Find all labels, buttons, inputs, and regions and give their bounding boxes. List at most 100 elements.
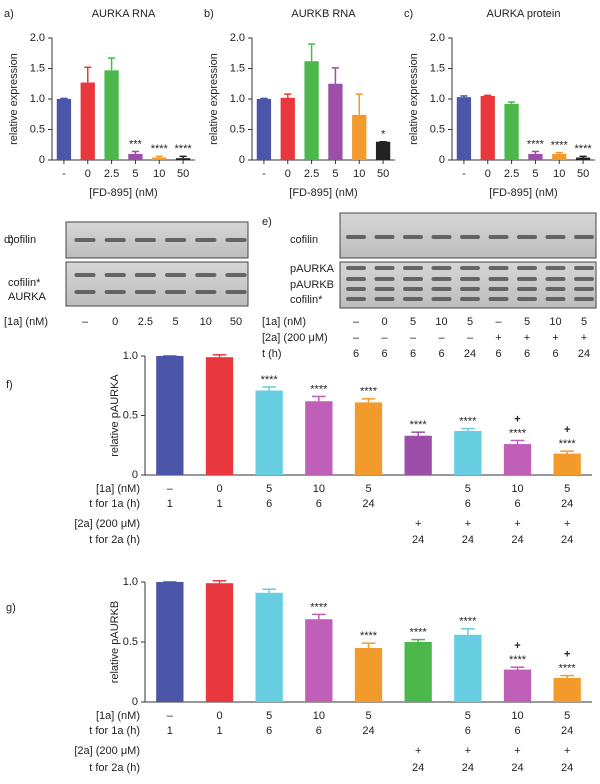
condition-value: 5 (564, 710, 570, 722)
condition-value: 24 (412, 762, 424, 774)
band (574, 297, 594, 301)
significance: **** (410, 627, 428, 639)
condition-value: 1 (167, 498, 173, 510)
significance-plus: + (564, 649, 570, 661)
band (104, 290, 126, 294)
x-tick-label: - (462, 168, 466, 180)
bar (404, 435, 432, 475)
band-label: cofilin (8, 234, 36, 246)
y-axis-label: relative pAURKA (109, 374, 121, 457)
condition-value: 24 (462, 762, 474, 774)
x-tick-label: 2.5 (504, 168, 519, 180)
band (195, 290, 217, 294)
condition-value: – (438, 332, 445, 344)
condition-value: 6 (266, 498, 272, 510)
y-tick-label: 0 (132, 469, 138, 481)
band-label: AURKA (8, 291, 47, 303)
band (545, 297, 566, 301)
band-label: pAURKB (290, 279, 334, 291)
bar (305, 619, 333, 702)
condition-value: 5 (365, 483, 371, 495)
condition-value: 5 (365, 710, 371, 722)
significance: **** (310, 601, 328, 613)
condition-value: 5 (173, 316, 179, 328)
band (574, 266, 594, 270)
y-tick-label: 0.5 (430, 123, 445, 135)
condition-value: 0 (381, 316, 387, 328)
y-tick-label: 1.5 (430, 62, 445, 74)
bar (175, 158, 191, 160)
condition-label: [1a] (nM) (262, 316, 306, 328)
condition-value: 5 (581, 316, 587, 328)
significance: **** (410, 419, 428, 431)
band (346, 277, 366, 281)
y-tick-label: 0.5 (230, 123, 245, 135)
significance: **** (459, 415, 477, 427)
band (431, 266, 452, 270)
x-tick-label: - (62, 168, 66, 180)
band (225, 273, 247, 277)
condition-value: 10 (313, 483, 325, 495)
condition-value: 6 (316, 725, 322, 737)
band (545, 235, 566, 239)
band (517, 266, 537, 270)
x-tick-label: 10 (553, 168, 565, 180)
condition-value: 6 (381, 348, 387, 360)
condition-value: 5 (465, 710, 471, 722)
band (488, 266, 509, 270)
y-tick-label: 2.0 (30, 32, 45, 44)
band-label: cofilin* (8, 277, 41, 289)
condition-value: 24 (511, 762, 523, 774)
band (574, 235, 594, 239)
band (374, 297, 395, 301)
bar (304, 61, 319, 160)
bar (528, 153, 543, 160)
band (488, 235, 509, 239)
condition-value: 5 (524, 316, 530, 328)
condition-value: 24 (362, 725, 374, 737)
panel-label: g) (6, 602, 16, 614)
band (403, 297, 423, 301)
significance: **** (551, 140, 569, 152)
bar (104, 70, 119, 160)
significance: **** (310, 383, 328, 395)
bar (454, 634, 482, 702)
x-axis-label: [FD-895] (nM) (489, 187, 557, 199)
band (460, 266, 480, 270)
condition-value: – (495, 316, 502, 328)
bar (375, 141, 391, 160)
panel-label: f) (6, 379, 13, 391)
band (488, 277, 509, 281)
band (431, 287, 452, 291)
condition-value: – (353, 316, 360, 328)
x-tick-label: 50 (377, 168, 389, 180)
condition-value: 6 (552, 348, 558, 360)
condition-value: 5 (410, 316, 416, 328)
bar (352, 114, 367, 160)
band (403, 287, 423, 291)
blot (65, 221, 249, 259)
band (134, 238, 156, 242)
y-tick-label: 1.5 (30, 62, 45, 74)
band (460, 277, 480, 281)
condition-label: t for 1a (h) (89, 725, 140, 737)
x-tick-label: 0 (285, 168, 291, 180)
x-tick-label: 50 (577, 168, 589, 180)
condition-value: 10 (435, 316, 447, 328)
condition-value: 0 (216, 710, 222, 722)
panel-label: b) (204, 8, 214, 20)
condition-value: 24 (462, 534, 474, 546)
condition-value: – (381, 332, 388, 344)
condition-value: 2.5 (138, 316, 153, 328)
y-tick-label: 1.0 (123, 576, 138, 588)
band (165, 238, 187, 242)
band (225, 238, 247, 242)
condition-value: + (552, 332, 558, 344)
band (545, 287, 566, 291)
band (431, 297, 452, 301)
bar (354, 648, 383, 702)
significance: * (381, 129, 386, 141)
significance: *** (129, 138, 143, 150)
bar (503, 444, 532, 475)
